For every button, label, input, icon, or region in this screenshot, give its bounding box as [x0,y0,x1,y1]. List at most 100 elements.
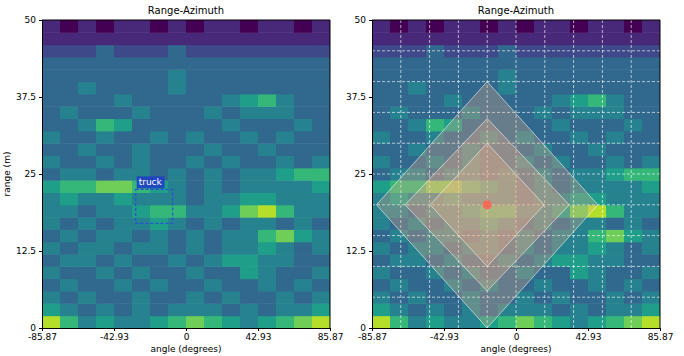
heatmap-cell [204,45,223,58]
tick-mark [369,97,372,98]
heatmap-cell [204,279,223,292]
heatmap-cell [372,279,390,292]
heatmap-cell [372,20,390,33]
heatmap-cell [78,131,96,144]
heatmap-cell [78,69,96,82]
heatmap-cell [276,168,294,181]
heatmap-cell [606,94,624,107]
heatmap-cell [426,69,445,82]
heatmap-cell [168,266,186,279]
heatmap-cell [42,20,60,33]
heatmap-cell [276,192,294,205]
heatmap-cell [552,131,570,144]
heatmap-cell [426,316,445,328]
heatmap-cell [624,180,643,193]
heatmap-cell [276,205,294,218]
heatmap-cell [624,119,643,132]
heatmap-cell [276,156,294,169]
heatmap-cell [624,266,643,279]
heatmap-cell [258,57,277,70]
heatmap-cell [426,279,445,292]
heatmap-cell [204,69,223,82]
heatmap-cell [168,94,186,107]
heatmap-cell [552,279,570,292]
heatmap-cell [186,279,204,292]
x-tick: 42.93 [576,328,602,342]
heatmap-cell [60,156,79,169]
heatmap-cell [132,242,150,255]
heatmap-cell [240,32,258,45]
heatmap-cell [42,69,60,82]
heatmap-cell [408,119,426,132]
heatmap-cell [222,180,240,193]
axis-line [39,21,43,329]
heatmap-cell [186,229,204,242]
heatmap-cell [60,291,79,304]
heatmap-cell [222,303,240,316]
tick-label: 37.5 [16,92,36,102]
heatmap-cell [312,242,330,255]
heatmap-cell [186,180,204,193]
heatmap-cell [132,291,150,304]
heatmap-cell [480,32,499,45]
heatmap-cell [624,279,643,292]
heatmap-cell [114,303,132,316]
heatmap-cell [312,205,330,218]
heatmap-cell [60,106,79,119]
diamond-region [430,143,544,266]
heatmap-cell [642,242,660,255]
y-tick: 25 [355,169,372,179]
heatmap-cell [534,316,553,328]
heatmap-cell [96,291,115,304]
heatmap-cell [60,131,79,144]
heatmap-cell [588,57,607,70]
tick-mark [660,328,661,331]
heatmap-cell [78,20,96,33]
heatmap-cell [534,82,553,95]
heatmap-cell [276,180,294,193]
chart-title: Range-Azimuth [478,5,554,16]
heatmap-cell [132,131,150,144]
heatmap-cell [258,32,277,45]
heatmap-cell [516,316,534,328]
heatmap-cell [606,32,624,45]
heatmap-cell [552,82,570,95]
heatmap-cell [552,20,570,33]
heatmap-cell [258,82,277,95]
heatmap-cell [78,316,96,328]
heatmap-cell [240,180,258,193]
heatmap-cell [132,57,150,70]
heatmap-cell [222,45,240,58]
heatmap-cell [114,279,132,292]
heatmap-cell [372,156,390,169]
heatmap-cell [258,229,277,242]
heatmap-cell [624,69,643,82]
heatmap-cell [444,32,462,45]
heatmap-cell [78,119,96,132]
heatmap-cell [78,45,96,58]
heatmap-cell [150,119,169,132]
heatmap-cell [240,82,258,95]
bounding-box [136,189,173,223]
heatmap-cell [312,180,330,193]
heatmap-cell [312,20,330,33]
heatmap-cell [276,131,294,144]
heatmap-cell [222,168,240,181]
heatmap-cell [78,303,96,316]
heatmap-cell [372,32,390,45]
heatmap-cell [570,20,588,33]
heatmap-cell [624,192,643,205]
y-tick: 0 [360,323,372,333]
heatmap-cell [570,131,588,144]
heatmap-cell [390,303,409,316]
heatmap-cell [294,106,313,119]
tick-label: 0 [30,323,36,333]
heatmap-cell [390,20,409,33]
tick-mark [39,328,42,329]
heatmap-cell [186,192,204,205]
heatmap-cell [186,119,204,132]
heatmap-cell [114,229,132,242]
heatmap-cell [78,57,96,70]
plot-area [372,20,660,328]
heatmap-cell [132,69,150,82]
